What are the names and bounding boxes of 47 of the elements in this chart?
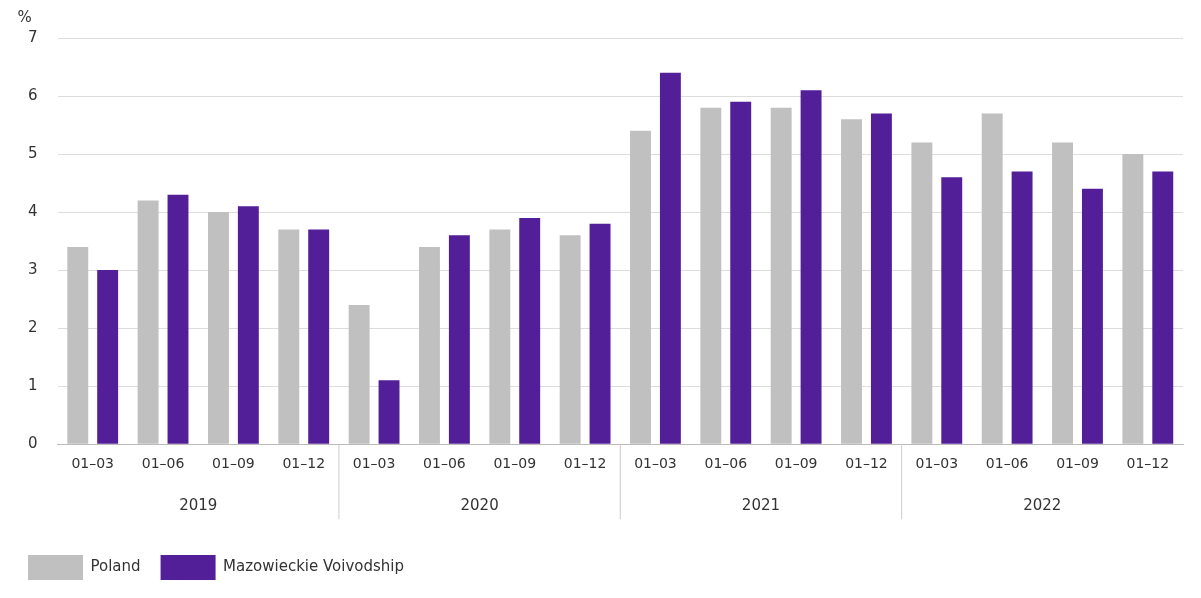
y-tick-label: 2	[28, 318, 38, 337]
bar	[97, 270, 119, 444]
bar	[730, 101, 752, 444]
x-tick-label: 01–12	[282, 455, 326, 472]
bar	[941, 177, 963, 444]
bar	[1011, 171, 1033, 444]
x-tick-label: 01–09	[493, 455, 537, 472]
bar	[870, 113, 892, 444]
y-tick-label: 0	[28, 434, 38, 453]
bar	[1152, 171, 1174, 444]
x-tick-label: 01–03	[71, 455, 115, 472]
bar	[589, 223, 611, 444]
y-tick-label: 7	[28, 27, 38, 46]
x-tick-label: 01–03	[634, 455, 677, 472]
bar	[1081, 188, 1103, 444]
x-tick-label: 01–03	[352, 455, 396, 472]
text: 2020	[460, 496, 499, 515]
bar	[448, 235, 470, 444]
y-axis-title: %	[17, 8, 32, 27]
x-tick-label: 01–06	[423, 455, 466, 472]
bar	[237, 206, 259, 444]
y-tick-label: 1	[28, 376, 38, 395]
bar	[167, 194, 189, 444]
y-tick-label: 3	[28, 260, 38, 278]
x-tick-label: 01–06	[704, 455, 748, 472]
y-tick-label: 4	[28, 201, 38, 220]
x-tick-label: 01–12	[1126, 455, 1170, 472]
bar	[519, 217, 541, 444]
bar	[378, 380, 400, 444]
x-tick-label: 01–09	[212, 455, 255, 472]
bar	[308, 229, 330, 444]
x-tick-label: 01–12	[563, 455, 607, 472]
text: 2021	[741, 496, 781, 515]
y-tick-label: 5	[28, 143, 38, 162]
x-tick-label: 01–06	[141, 455, 185, 472]
text: 2019	[179, 496, 218, 515]
legend-label: Poland	[90, 557, 141, 576]
bar	[659, 72, 681, 444]
bar	[800, 90, 822, 444]
x-tick-label: 01–09	[1056, 455, 1099, 472]
x-tick-label: 01–03	[915, 455, 959, 472]
legend-label: Mazowieckie Voivodship	[223, 557, 405, 576]
x-tick-label: 01–12	[845, 455, 888, 472]
text: 2022	[1023, 496, 1062, 515]
y-tick-label: 6	[28, 85, 38, 104]
x-tick-label: 01–06	[985, 455, 1029, 472]
x-tick-label: 01–09	[774, 455, 818, 472]
